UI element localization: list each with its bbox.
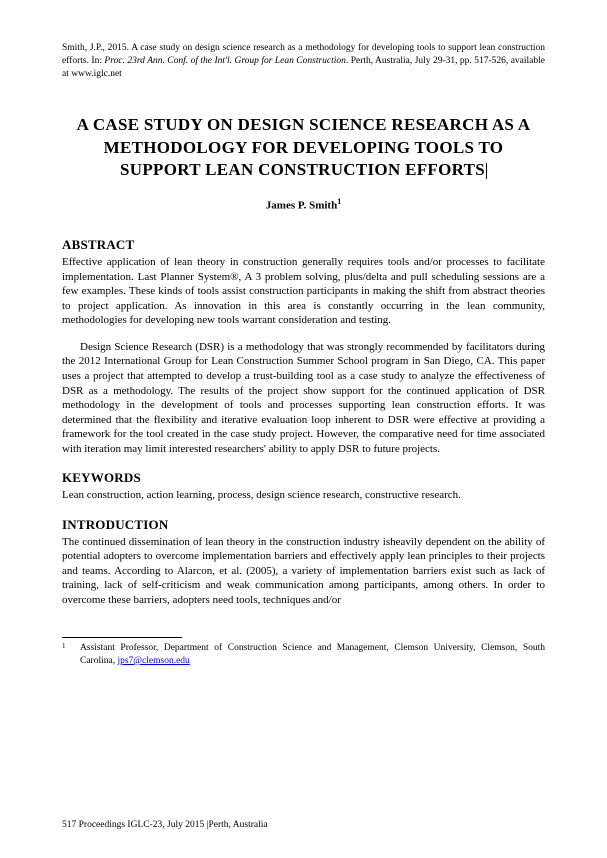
citation-italic: Proc. 23rd Ann. Conf. of the Int'l. Grou… xyxy=(104,56,346,66)
abstract-heading: ABSTRACT xyxy=(62,237,545,253)
author-name: James P. Smith xyxy=(266,199,337,211)
footnote-divider xyxy=(62,637,182,638)
footnote-email-link[interactable]: jps7@clemson.edu xyxy=(117,656,189,666)
page-footer: 517 Proceedings IGLC-23, July 2015 |Pert… xyxy=(62,820,268,830)
keywords-text: Lean construction, action learning, proc… xyxy=(62,488,545,503)
footnote-number: 1 xyxy=(62,642,66,651)
author-line: James P. Smith1 xyxy=(62,197,545,212)
abstract-para-1: Effective application of lean theory in … xyxy=(62,255,545,328)
author-footnote-ref: 1 xyxy=(337,197,341,206)
paper-title: A CASE STUDY ON DESIGN SCIENCE RESEARCH … xyxy=(62,114,545,180)
title-text: A CASE STUDY ON DESIGN SCIENCE RESEARCH … xyxy=(77,115,531,178)
introduction-para-1: The continued dissemination of lean theo… xyxy=(62,535,545,608)
text-cursor-icon xyxy=(486,163,487,179)
footnote-1: 1 Assistant Professor, Department of Con… xyxy=(62,642,545,668)
keywords-heading: KEYWORDS xyxy=(62,470,545,486)
header-citation: Smith, J.P., 2015. A case study on desig… xyxy=(62,42,545,80)
introduction-heading: INTRODUCTION xyxy=(62,517,545,533)
abstract-para-2: Design Science Research (DSR) is a metho… xyxy=(62,340,545,456)
abstract-para-2-text: Design Science Research (DSR) is a metho… xyxy=(62,341,545,455)
